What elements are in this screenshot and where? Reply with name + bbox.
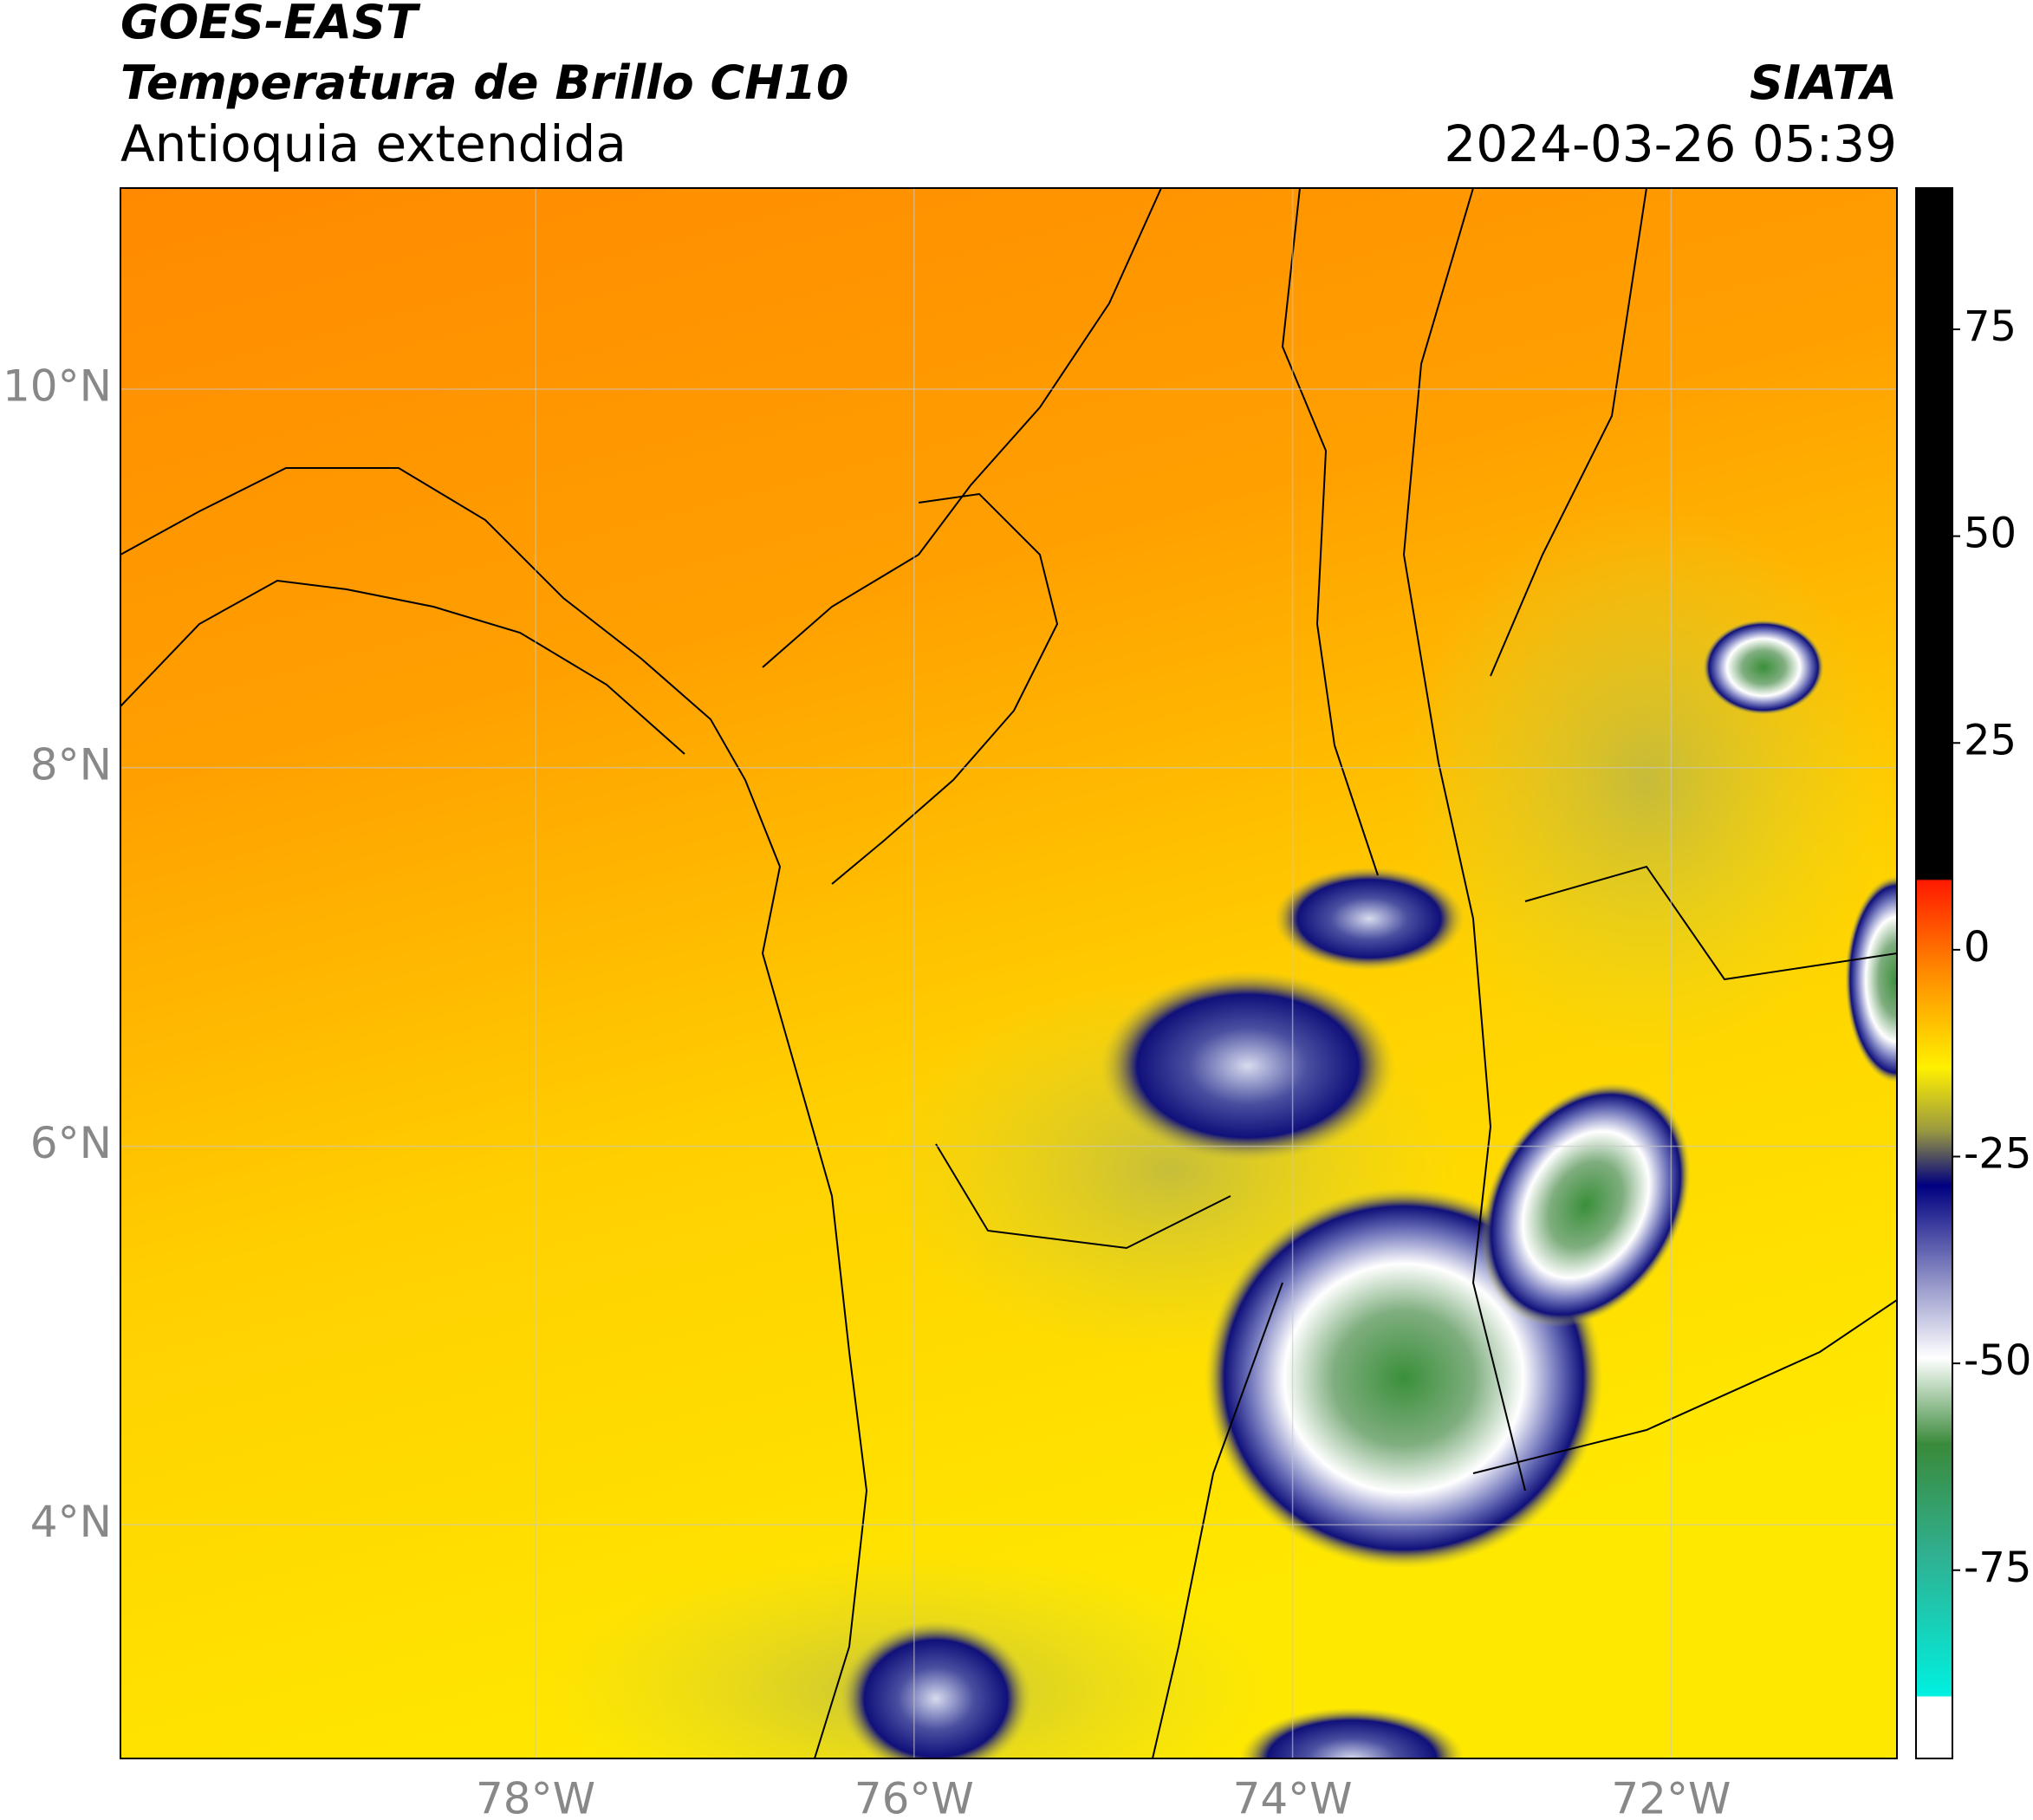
lon-tick-label: 74°W: [1233, 1774, 1353, 1820]
colorbar-tick-label: -50: [1964, 1336, 2031, 1385]
cloud: [841, 1621, 1031, 1758]
coastline: [120, 188, 1162, 1758]
storm: [1480, 1082, 1692, 1328]
source: SIATA: [1750, 55, 1897, 110]
colorbar-tick-label: -25: [1964, 1130, 2031, 1179]
colorbar-tick-label: 0: [1964, 923, 1991, 972]
storm: [1703, 620, 1824, 715]
cloud: [1101, 971, 1395, 1161]
colorbar-tick-label: 50: [1964, 510, 2017, 558]
cloud: [1239, 1707, 1465, 1758]
title: GOES-EAST: [120, 0, 421, 49]
colorbar-tick-label: -75: [1964, 1544, 2031, 1592]
map-frame: [120, 187, 1898, 1759]
boundary: [831, 188, 1897, 1758]
lat-tick-label: 4°N: [30, 1497, 112, 1547]
colorbar-tick-label: 75: [1964, 302, 2017, 351]
haze: [1404, 503, 1889, 1057]
lon-tick-label: 76°W: [854, 1774, 974, 1820]
lon-tick-label: 78°W: [476, 1774, 595, 1820]
colorbar: [1915, 187, 1953, 1759]
cloud: [1274, 867, 1465, 971]
graticule: [120, 188, 1897, 1758]
region: Antioquia extendida: [120, 114, 627, 173]
lat-tick-label: 6°N: [30, 1118, 112, 1168]
datetime: 2024-03-26 05:39: [1444, 114, 1897, 173]
lon-tick-label: 72°W: [1611, 1774, 1731, 1820]
lat-tick-label: 10°N: [3, 361, 112, 412]
satellite-image: [120, 188, 1897, 1758]
colorbar-tick-label: 25: [1964, 716, 2017, 764]
subtitle: Temperatura de Brillo CH10: [120, 55, 849, 110]
lat-tick-label: 8°N: [30, 739, 112, 790]
storm: [1845, 875, 1897, 1083]
